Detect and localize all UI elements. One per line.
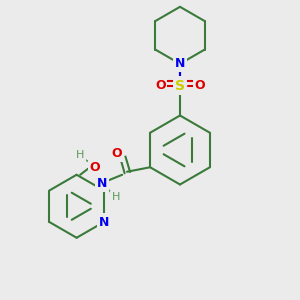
Text: O: O xyxy=(89,161,100,174)
Text: H: H xyxy=(111,192,120,202)
Text: N: N xyxy=(175,57,185,70)
Text: N: N xyxy=(99,215,109,229)
Text: O: O xyxy=(194,79,205,92)
Text: N: N xyxy=(97,177,107,190)
Text: O: O xyxy=(155,79,166,92)
Text: N: N xyxy=(175,53,185,67)
Text: O: O xyxy=(112,147,122,160)
Text: S: S xyxy=(175,79,185,92)
Text: H: H xyxy=(76,150,84,160)
